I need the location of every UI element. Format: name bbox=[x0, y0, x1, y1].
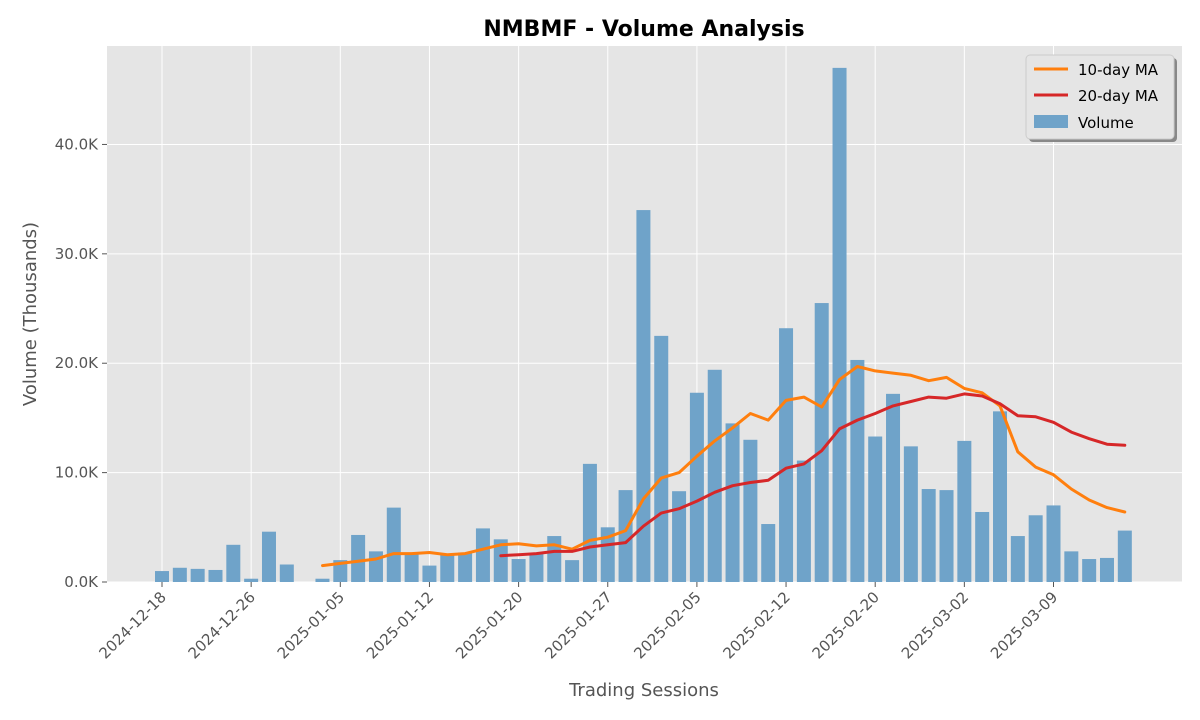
y-axis-label: Volume (Thousands) bbox=[20, 222, 41, 406]
volume-bar bbox=[172, 567, 187, 582]
x-tick-label: 2025-02-05 bbox=[630, 588, 704, 662]
chart-title: NMBMF - Volume Analysis bbox=[483, 17, 804, 42]
volume-bar bbox=[725, 423, 740, 582]
volume-bar bbox=[511, 559, 526, 582]
volume-bar bbox=[600, 527, 615, 582]
volume-bar bbox=[582, 463, 597, 582]
legend: 10-day MA 20-day MA Volume bbox=[1025, 54, 1177, 142]
volume-bar bbox=[440, 554, 455, 582]
volume-bar bbox=[422, 565, 437, 582]
volume-bar bbox=[155, 571, 169, 582]
volume-bar bbox=[1010, 536, 1025, 582]
x-tick-label: 2025-01-05 bbox=[274, 588, 348, 662]
volume-bar bbox=[261, 531, 276, 582]
volume-bar bbox=[547, 536, 562, 582]
x-tick-label: 2024-12-26 bbox=[185, 588, 259, 662]
volume-bar bbox=[957, 440, 972, 582]
volume-bar bbox=[458, 552, 473, 582]
y-tick-label: 10.0K bbox=[55, 464, 99, 482]
volume-bar bbox=[993, 411, 1008, 582]
x-tick-label: 2025-03-09 bbox=[987, 588, 1061, 662]
volume-bar bbox=[779, 328, 794, 582]
volume-bar bbox=[1099, 557, 1114, 582]
legend-label-ma10: 10-day MA bbox=[1078, 61, 1159, 79]
x-axis-label: Trading Sessions bbox=[568, 680, 719, 701]
volume-bar bbox=[850, 359, 865, 582]
y-tick-label: 30.0K bbox=[55, 245, 99, 263]
legend-label-volume: Volume bbox=[1078, 114, 1134, 132]
x-tick-label: 2025-02-20 bbox=[809, 588, 883, 662]
volume-bar bbox=[565, 560, 580, 582]
volume-bar bbox=[796, 460, 811, 582]
y-tick-label: 20.0K bbox=[55, 354, 99, 372]
volume-bar bbox=[1117, 530, 1132, 582]
volume-bar bbox=[315, 578, 330, 582]
y-tick-label: 40.0K bbox=[55, 135, 99, 153]
volume-bar bbox=[707, 369, 722, 582]
volume-bar bbox=[190, 568, 205, 582]
volume-bar bbox=[386, 507, 401, 582]
volume-bar bbox=[975, 511, 990, 582]
ma-lines bbox=[321, 365, 1127, 568]
volume-bar bbox=[244, 578, 259, 582]
volume-bar bbox=[921, 489, 936, 582]
volume-bar bbox=[672, 491, 687, 582]
volume-bar bbox=[636, 210, 651, 582]
volume-bar bbox=[493, 539, 508, 582]
volume-bars bbox=[155, 67, 1132, 582]
volume-bar bbox=[618, 490, 633, 582]
x-axis-ticks: 2024-12-18 2024-12-26 2025-01-05 2025-01-12… bbox=[95, 582, 1061, 662]
volume-bar bbox=[1064, 551, 1079, 582]
volume-bar bbox=[529, 553, 544, 582]
x-tick-label: 2025-02-12 bbox=[719, 588, 793, 662]
volume-bar bbox=[404, 553, 419, 582]
volume-bar bbox=[654, 335, 669, 582]
x-tick-label: 2025-01-27 bbox=[541, 588, 615, 662]
volume-bar bbox=[868, 436, 883, 582]
volume-bar bbox=[814, 303, 829, 582]
volume-bar bbox=[1046, 505, 1061, 582]
volume-bar bbox=[689, 392, 704, 582]
volume-bar bbox=[903, 446, 918, 582]
y-axis-ticks: 0.0K 10.0K 20.0K 30.0K 40.0K bbox=[55, 135, 107, 591]
volume-bar bbox=[226, 544, 241, 582]
y-tick-label: 0.0K bbox=[64, 573, 99, 591]
volume-bar bbox=[1028, 515, 1043, 582]
volume-bar bbox=[208, 569, 223, 582]
volume-bar bbox=[761, 524, 776, 582]
volume-bar bbox=[743, 439, 758, 582]
ma20-line bbox=[499, 392, 1127, 558]
legend-swatch-volume bbox=[1034, 115, 1068, 128]
volume-bar bbox=[1082, 559, 1097, 582]
x-tick-label: 2024-12-18 bbox=[95, 588, 169, 662]
volume-bar bbox=[279, 564, 294, 582]
volume-bar bbox=[333, 560, 348, 582]
x-tick-label: 2025-03-02 bbox=[898, 588, 972, 662]
x-tick-label: 2025-01-12 bbox=[363, 588, 437, 662]
volume-bar bbox=[351, 534, 366, 582]
volume-bar bbox=[475, 528, 490, 582]
legend-label-ma20: 20-day MA bbox=[1078, 87, 1159, 105]
x-tick-label: 2025-01-20 bbox=[452, 588, 526, 662]
volume-bar bbox=[939, 490, 954, 582]
volume-bar bbox=[832, 67, 847, 582]
volume-bar bbox=[886, 393, 901, 582]
